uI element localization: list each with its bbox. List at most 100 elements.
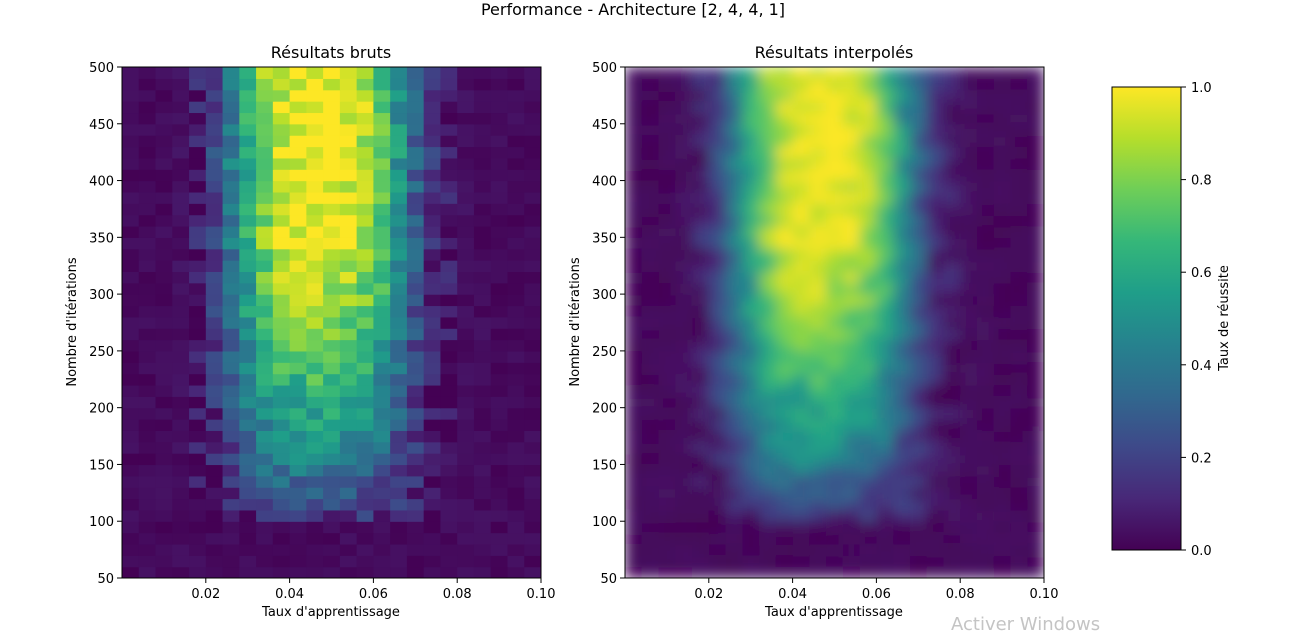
raw-heatmap-cell	[289, 225, 307, 238]
interpolated-heatmap-cell	[725, 407, 743, 420]
raw-heatmap-cell	[155, 350, 173, 363]
interpolated-heatmap-cell	[692, 532, 710, 545]
raw-heatmap-cell	[272, 407, 291, 420]
interpolated-heatmap-cell	[859, 328, 877, 341]
interpolated-heatmap-cell	[826, 135, 844, 148]
interpolated-heatmap-cell	[859, 396, 877, 409]
raw-heatmap-cell	[373, 169, 391, 182]
raw-heatmap-cell	[122, 191, 140, 204]
interpolated-heatmap-cell	[993, 407, 1012, 420]
raw-heatmap-cell	[272, 305, 291, 318]
interpolated-heatmap-cell	[809, 453, 827, 466]
raw-heatmap-cell	[356, 214, 374, 227]
interpolated-heatmap-cell	[742, 89, 760, 102]
raw-y-tick-label: 150	[89, 458, 114, 473]
raw-heatmap-cell	[406, 89, 425, 102]
raw-heatmap-cell	[122, 112, 140, 125]
interpolated-heatmap-cell	[993, 169, 1012, 182]
interpolated-heatmap-cell	[708, 67, 727, 79]
interpolated-heatmap-cell	[658, 362, 676, 375]
raw-heatmap-cell	[189, 180, 207, 193]
raw-heatmap-cell	[373, 294, 391, 307]
interpolated-heatmap-cell	[658, 419, 676, 431]
raw-heatmap-cell	[306, 396, 324, 409]
raw-heatmap-cell	[239, 419, 257, 431]
raw-heatmap-cell	[373, 328, 391, 341]
raw-heatmap-cell	[189, 362, 207, 375]
interpolated-heatmap-cell	[876, 157, 894, 170]
raw-heatmap-cell	[423, 339, 442, 352]
raw-heatmap-cell	[239, 555, 257, 568]
raw-heatmap-cell	[490, 191, 509, 204]
raw-heatmap-cell	[172, 316, 190, 329]
interpolated-heatmap-cell	[675, 78, 693, 91]
raw-heatmap-cell	[457, 475, 475, 488]
raw-heatmap-cell	[457, 441, 475, 454]
raw-heatmap-cell	[205, 441, 224, 454]
raw-heatmap-cell	[339, 407, 358, 420]
interpolated-heatmap-cell	[943, 67, 961, 79]
interpolated-heatmap-cell	[1027, 532, 1044, 545]
interpolated-heatmap-cell	[725, 316, 743, 329]
interpolated-heatmap-cell	[842, 464, 861, 477]
interpolated-heatmap-cell	[1027, 260, 1044, 272]
interpolated-heatmap-cell	[926, 396, 945, 409]
interpolated-heatmap-cell	[976, 555, 995, 568]
interpolated-heatmap-cell	[641, 543, 660, 556]
raw-heatmap-cell	[356, 305, 374, 318]
interpolated-heatmap-cell	[675, 191, 693, 204]
raw-heatmap-cell	[524, 316, 541, 329]
interpolated-heatmap-cell	[675, 89, 693, 102]
raw-heatmap-cell	[256, 532, 274, 545]
interpolated-heatmap-cell	[893, 157, 911, 170]
raw-heatmap-cell	[390, 169, 408, 182]
interpolated-heatmap-cell	[926, 384, 945, 397]
raw-heatmap-cell	[473, 475, 492, 488]
interpolated-heatmap-cell	[641, 112, 660, 125]
raw-heatmap-cell	[222, 169, 240, 182]
raw-heatmap-cell	[440, 487, 458, 500]
interpolated-heatmap-cell	[909, 180, 928, 193]
interpolated-heatmap-cell	[658, 135, 676, 148]
raw-heatmap-cell	[122, 441, 140, 454]
raw-heatmap-cell	[306, 123, 324, 136]
raw-heatmap-cell	[155, 260, 173, 272]
interpolated-heatmap-cell	[842, 169, 861, 182]
raw-heatmap-cell	[440, 555, 458, 568]
interpolated-heatmap-cell	[926, 78, 945, 91]
raw-heatmap-cell	[373, 407, 391, 420]
interpolated-heatmap-cell	[993, 214, 1012, 227]
interpolated-heatmap-cell	[842, 214, 861, 227]
interpolated-heatmap-cell	[909, 328, 928, 341]
raw-heatmap-cell	[289, 101, 307, 114]
raw-heatmap-cell	[172, 294, 190, 307]
interpolated-heatmap-cell	[993, 123, 1012, 136]
interpolated-heatmap-cell	[625, 328, 643, 341]
raw-heatmap-cell	[306, 191, 324, 204]
interpolated-heatmap-cell	[993, 362, 1012, 375]
interpolated-heatmap-cell	[909, 260, 928, 272]
interpolated-heatmap-cell	[943, 339, 961, 352]
raw-heatmap-cell	[339, 248, 358, 261]
raw-heatmap-cell	[272, 237, 291, 250]
interpolated-heatmap-cell	[658, 339, 676, 352]
interpolated-heatmap-cell	[742, 169, 760, 182]
raw-heatmap-cell	[323, 384, 341, 397]
raw-heatmap-cell	[239, 271, 257, 284]
interpolated-heatmap-cell	[926, 146, 945, 159]
raw-heatmap-cell	[272, 384, 291, 397]
interpolated-heatmap-cell	[976, 260, 995, 272]
raw-heatmap-cell	[172, 260, 190, 272]
raw-heatmap-cell	[323, 135, 341, 148]
raw-heatmap-cell	[189, 555, 207, 568]
raw-heatmap-cell	[339, 112, 358, 125]
raw-heatmap-cell	[205, 101, 224, 114]
raw-heatmap-cell	[473, 407, 492, 420]
raw-heatmap-cell	[507, 180, 525, 193]
interpolated-heatmap-cell	[960, 67, 978, 79]
interpolated-heatmap-cell	[692, 305, 710, 318]
interpolated-heatmap-cell	[641, 67, 660, 79]
interpolated-heatmap-cell	[759, 112, 777, 125]
raw-heatmap-cell	[390, 487, 408, 500]
raw-heatmap-cell	[507, 67, 525, 79]
